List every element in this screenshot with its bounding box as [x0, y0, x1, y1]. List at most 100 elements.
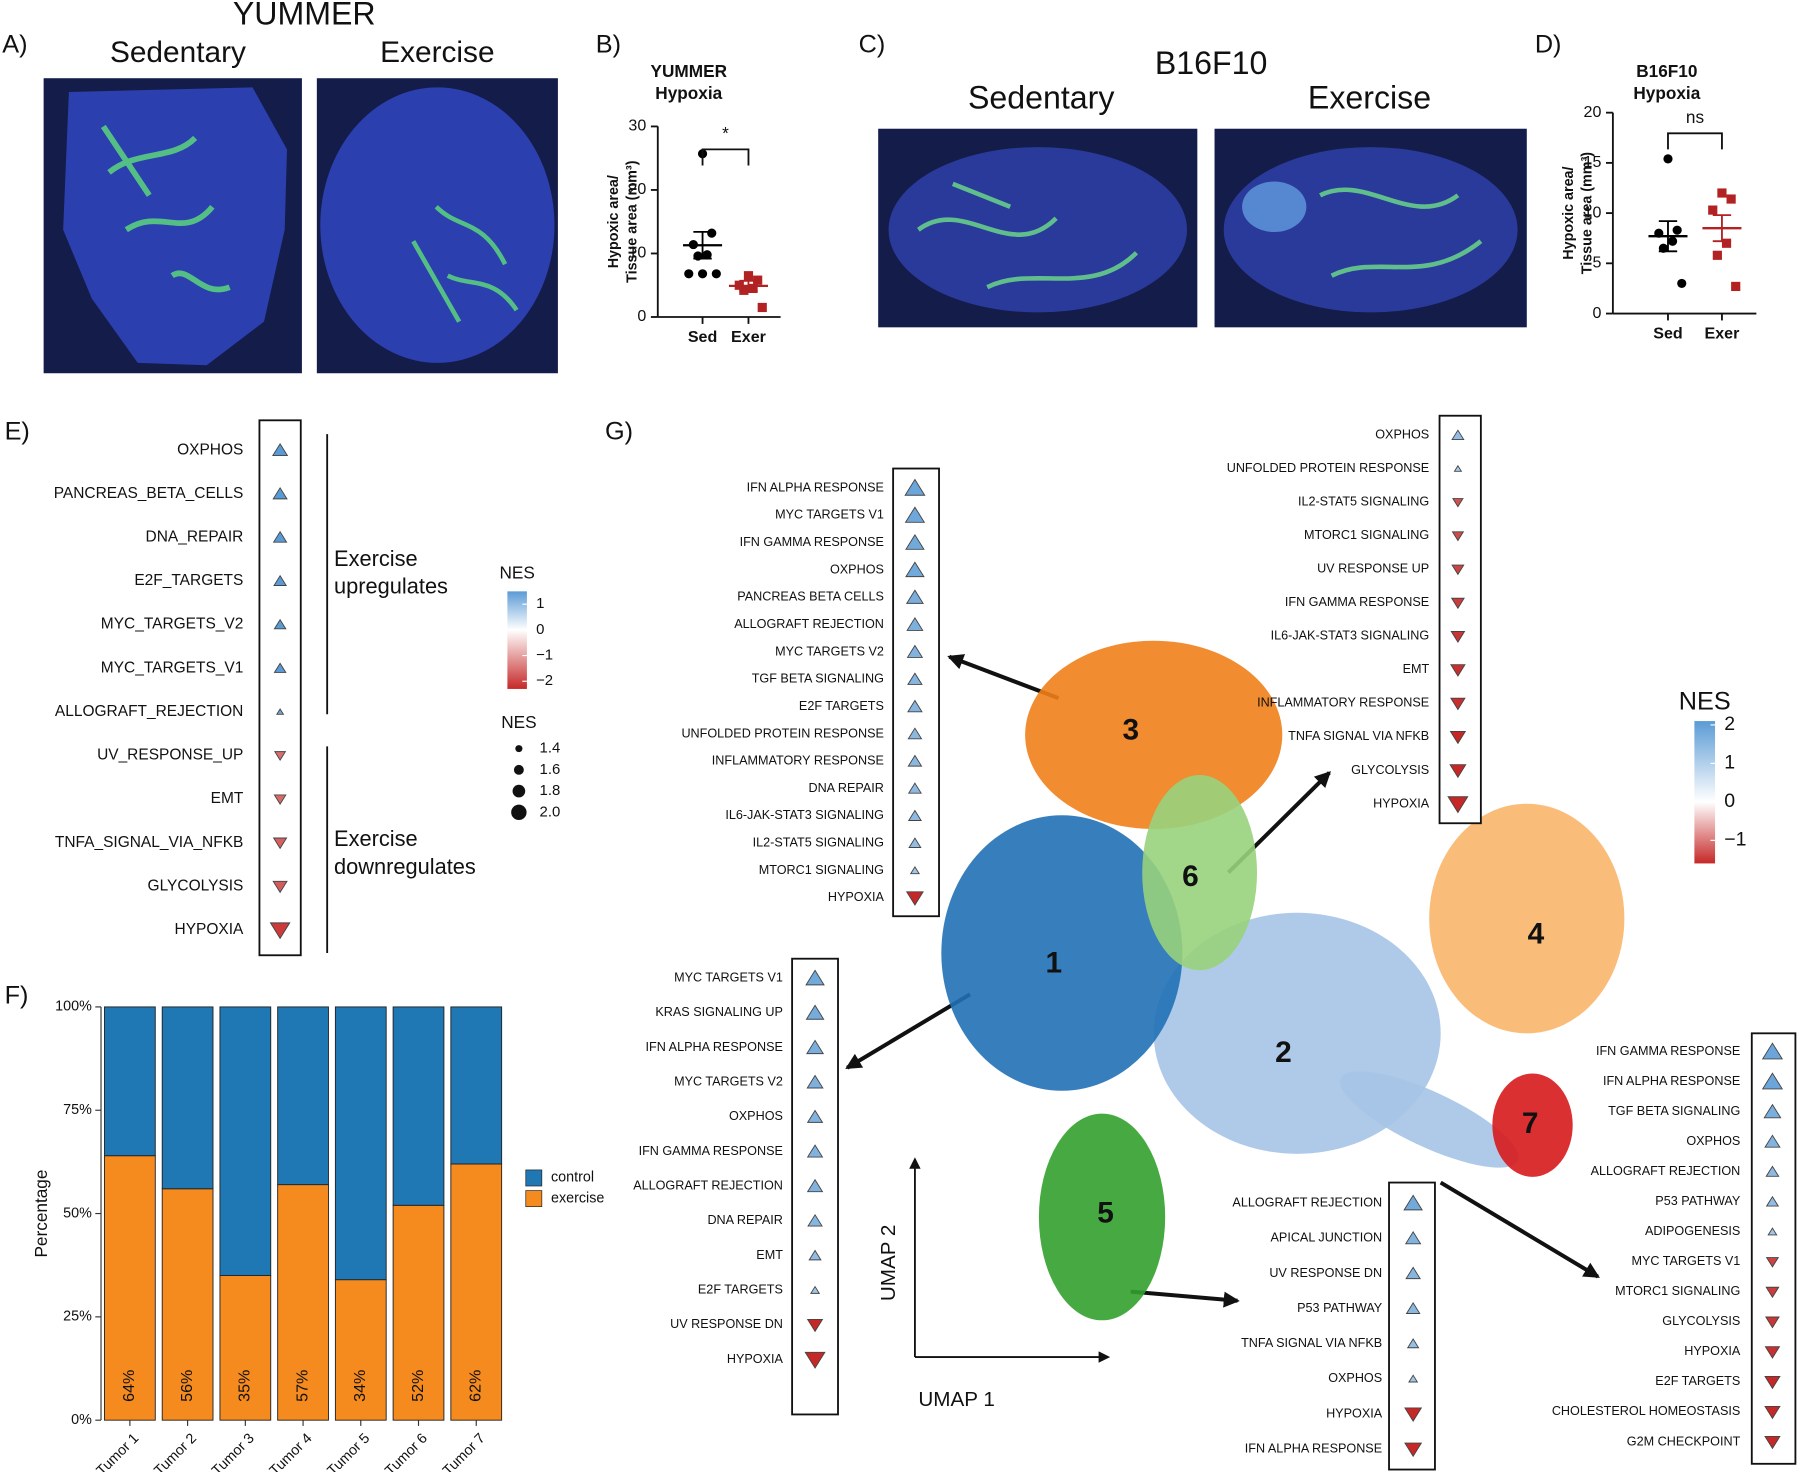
nes-marker — [1406, 1338, 1420, 1349]
gene-set-label: IFN GAMMA RESPONSE — [1596, 1044, 1740, 1058]
gene-set-label: MTORC1 SIGNALING — [759, 863, 884, 877]
gene-set-label: MYC TARGETS V1 — [674, 971, 783, 985]
nes-marker — [1764, 1436, 1781, 1450]
x-axis-label: UMAP 1 — [918, 1388, 995, 1411]
nes-marker — [907, 782, 922, 794]
nes-marker — [1405, 1266, 1421, 1280]
colorbar-tick-label: 1 — [536, 595, 544, 612]
nes-marker — [806, 1039, 825, 1055]
colorbar — [1694, 721, 1716, 864]
nes-marker — [1450, 597, 1465, 610]
gene-set-label: INFLAMMATORY RESPONSE — [1257, 696, 1429, 710]
data-point — [743, 271, 754, 281]
gene-set-label: EMT — [756, 1248, 783, 1262]
size-legend-label: 1.8 — [540, 782, 561, 799]
gene-set-label: P53 PATHWAY — [1297, 1301, 1383, 1315]
microscopy-image — [878, 128, 1527, 328]
panel-label: E) — [5, 418, 30, 446]
bar-segment — [450, 1163, 503, 1421]
gene-set-label: OXPHOS — [830, 562, 884, 576]
gene-set-label: APICAL JUNCTION — [1271, 1231, 1383, 1245]
box — [892, 467, 940, 918]
nes-marker — [275, 708, 285, 715]
y-tick-label: 30 — [628, 117, 646, 135]
gene-set-label: EMT — [1403, 662, 1430, 676]
umap-axes — [909, 1157, 1111, 1363]
nes-marker — [269, 922, 291, 940]
value-label: 64% — [120, 1370, 138, 1402]
panel-label: F) — [5, 981, 29, 1009]
colorbar-tick-label: −1 — [536, 646, 553, 663]
nes-marker — [907, 672, 923, 685]
nes-marker — [906, 644, 924, 658]
gene-set-label: IFN ALPHA RESPONSE — [1245, 1441, 1382, 1455]
nes-marker — [1764, 1405, 1781, 1420]
gene-set-label: UV RESPONSE DN — [1269, 1266, 1382, 1280]
nes-marker — [1449, 764, 1467, 779]
y-tick-label: 20 — [1584, 103, 1602, 121]
value-label: 62% — [466, 1370, 484, 1402]
cluster-label: 3 — [1122, 713, 1139, 746]
bar-segment — [104, 1006, 156, 1157]
nes-marker — [1767, 1227, 1778, 1236]
gene-set-label: PANCREAS_BETA_CELLS — [54, 485, 244, 502]
value-label: 35% — [236, 1370, 254, 1402]
size-legend-marker — [511, 804, 527, 821]
gene-set-label: UNFOLDED PROTEIN RESPONSE — [681, 726, 883, 740]
y-axis-label: Tissue area (mm³) — [624, 160, 640, 283]
y-axis-label: Tissue area (mm³) — [1579, 152, 1595, 275]
nes-marker — [272, 530, 288, 543]
x-tick-label: Tumor 7 — [440, 1430, 489, 1472]
box — [1750, 1032, 1797, 1465]
significance-label: * — [722, 123, 729, 143]
nes-marker — [272, 880, 288, 894]
value-label: 56% — [178, 1370, 196, 1402]
y-axis-label: UMAP 2 — [877, 1225, 900, 1302]
nes-marker — [1449, 730, 1467, 745]
cluster-label: 6 — [1182, 860, 1199, 893]
image-title: Exercise — [1308, 80, 1431, 116]
gene-set-label: HYPOXIA — [1326, 1406, 1383, 1420]
gene-set-label: CHOLESTEROL HOMEOSTASIS — [1552, 1404, 1740, 1418]
gene-set-label: TNFA SIGNAL VIA NFKB — [1241, 1336, 1382, 1350]
gene-set-label: HYPOXIA — [175, 921, 245, 938]
gene-set-label: E2F TARGETS — [698, 1283, 783, 1297]
nes-marker — [272, 837, 288, 850]
y-tick-label: 5 — [1592, 254, 1601, 272]
size-legend-label: 1.6 — [540, 761, 561, 778]
panel-title: B16F10 — [1155, 45, 1268, 81]
y-tick-label: 0 — [1592, 304, 1601, 322]
gene-set-label: MTORC1 SIGNALING — [1615, 1284, 1740, 1298]
nes-marker — [806, 1178, 824, 1193]
gene-set-label: IFN GAMMA RESPONSE — [740, 535, 884, 549]
bar-segment — [334, 1279, 387, 1421]
cluster-label: 5 — [1097, 1197, 1114, 1230]
nes-marker — [1404, 1231, 1422, 1245]
nes-marker — [273, 574, 288, 586]
cluster-label: 2 — [1275, 1036, 1292, 1069]
chart-title: YUMMER — [651, 61, 728, 81]
gene-set-label: IFN ALPHA RESPONSE — [646, 1040, 783, 1054]
microscopy-image — [43, 78, 558, 374]
gene-set-label: GLYCOLYSIS — [1662, 1314, 1740, 1328]
gene-set-label: KRAS SIGNALING UP — [655, 1005, 783, 1019]
gene-set-label: P53 PATHWAY — [1655, 1194, 1741, 1208]
gene-set-label: TNFA_SIGNAL_VIA_NFKB — [55, 834, 243, 851]
bracket-label: Exercise — [334, 546, 418, 571]
gene-set-label: TNFA SIGNAL VIA NFKB — [1288, 729, 1429, 743]
nes-marker — [1450, 697, 1466, 711]
nes-marker — [1453, 464, 1463, 472]
gene-set-label: G2M CHECKPOINT — [1627, 1434, 1741, 1448]
bar-segment — [277, 1184, 329, 1421]
nes-marker — [1403, 1194, 1423, 1211]
chart-title: Hypoxia — [1633, 83, 1700, 103]
gene-set-label: GLYCOLYSIS — [148, 877, 244, 894]
gene-set-label: PANCREAS BETA CELLS — [737, 590, 884, 604]
gene-set-label: HYPOXIA — [828, 890, 885, 904]
data-point — [748, 283, 758, 294]
data-point — [1721, 238, 1732, 248]
nes-marker — [904, 478, 926, 496]
cluster — [1492, 1073, 1573, 1177]
nes-marker — [905, 589, 924, 604]
image-title: Sedentary — [110, 36, 246, 69]
